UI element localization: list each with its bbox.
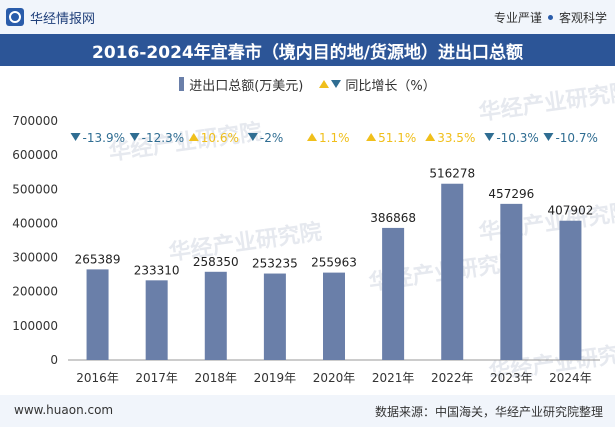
bar-value-label: 253235 — [252, 257, 298, 271]
growth-value-label: 33.5% — [437, 131, 475, 145]
data-source: 数据来源：中国海关，华经产业研究院整理 — [374, 405, 603, 419]
bar-value-label: 255963 — [311, 256, 357, 270]
bar-value-label: 258350 — [193, 255, 239, 269]
x-tick-label: 2023年 — [490, 371, 533, 385]
bar[interactable] — [86, 269, 109, 360]
bar[interactable] — [263, 273, 286, 360]
logo-icon — [6, 8, 24, 26]
chart-legend: 进出口总额(万美元) 同比增长（%） — [0, 72, 615, 96]
bar-value-label: 516278 — [429, 167, 475, 181]
bar-value-label: 407902 — [548, 204, 594, 218]
growth-value-label: 1.1% — [319, 131, 350, 145]
tag-objective: 客观科学 — [558, 11, 607, 25]
x-tick-label: 2019年 — [254, 371, 297, 385]
bar[interactable] — [145, 280, 168, 360]
bar[interactable] — [500, 203, 523, 360]
growth-value-label: -13.9% — [83, 131, 125, 145]
triangle-up-icon — [319, 80, 330, 88]
legend-bar-label: 进出口总额(万美元) — [189, 78, 304, 94]
legend-item-growth[interactable]: 同比增长（%） — [319, 75, 436, 94]
y-tick-label: 200000 — [12, 285, 58, 299]
x-tick-label: 2016年 — [76, 371, 119, 385]
bar-value-label: 265389 — [75, 252, 121, 266]
bar[interactable] — [559, 220, 582, 360]
footer-bar: www.huaon.com 数据来源：中国海关，华经产业研究院整理 — [0, 395, 615, 427]
bar[interactable] — [441, 183, 464, 360]
chart-title: 2016-2024年宜春市（境内目的地/货源地）进出口总额 — [92, 42, 523, 63]
y-tick-label: 600000 — [12, 148, 58, 162]
bar-value-label: 457296 — [488, 187, 534, 201]
tag-professional: 专业严谨 — [493, 11, 542, 25]
triangle-up-icon — [366, 133, 377, 141]
watermark-text: 华经产业研究院 — [477, 79, 615, 126]
triangle-up-icon — [188, 133, 199, 141]
brand-name: 华经情报网 — [30, 11, 96, 27]
chart-plot: 华经产业研究院华经产业研究院华经产业研究院华经产业研究院华经产业研究院华经产业研… — [12, 79, 615, 386]
dot-separator-icon — [547, 15, 553, 20]
x-tick-label: 2022年 — [431, 371, 474, 385]
growth-value-label: 10.6% — [201, 131, 239, 145]
x-tick-label: 2018年 — [195, 371, 238, 385]
bar-value-label: 386868 — [370, 211, 416, 225]
watermark-text: 华经产业研究院 — [167, 219, 323, 266]
y-tick-label: 0 — [50, 353, 58, 367]
x-tick-label: 2017年 — [135, 371, 178, 385]
y-tick-label: 300000 — [12, 251, 58, 265]
bar-value-label: 233310 — [134, 263, 180, 277]
triangle-up-icon — [307, 133, 317, 141]
bar[interactable] — [382, 227, 405, 360]
title-bar: 2016-2024年宜春市（境内目的地/货源地）进出口总额 — [0, 34, 615, 66]
triangle-down-icon — [543, 133, 554, 141]
bar[interactable] — [323, 272, 345, 360]
triangle-down-icon — [70, 133, 81, 141]
brand[interactable]: 华经情报网 — [6, 7, 95, 27]
y-tick-label: 500000 — [12, 182, 58, 196]
triangle-down-icon — [484, 133, 495, 141]
triangle-down-icon — [129, 133, 140, 141]
watermark-text: 华经产业研究院 — [107, 119, 263, 166]
triangle-down-icon — [247, 133, 258, 141]
triangle-up-icon — [425, 133, 436, 141]
x-tick-label: 2024年 — [549, 371, 592, 385]
header-bar: 华经情报网 专业严谨 客观科学 — [0, 0, 615, 34]
x-tick-label: 2020年 — [313, 371, 356, 385]
x-tick-label: 2021年 — [372, 371, 415, 385]
y-tick-label: 700000 — [12, 114, 58, 128]
growth-value-label: -10.3% — [496, 131, 538, 145]
triangle-down-icon — [331, 80, 342, 88]
growth-value-label: -2% — [260, 131, 283, 145]
x-axis: 2016年 2017年 2018年 2019年 2020年 2021年 2022年 2023年… — [76, 371, 591, 385]
bar-swatch-icon — [179, 77, 185, 91]
growth-value-label: -10.7% — [555, 131, 597, 145]
legend-item-bar[interactable]: 进出口总额(万美元) — [179, 75, 303, 94]
website-link[interactable]: www.huaon.com — [14, 403, 114, 417]
bars: 265389 233310 258350 253235 255963 386868 5162… — [75, 167, 594, 360]
watermark-layer: 华经产业研究院华经产业研究院华经产业研究院华经产业研究院华经产业研究院华经产业研… — [107, 79, 615, 386]
bar[interactable] — [204, 271, 227, 360]
y-tick-label: 100000 — [12, 319, 58, 333]
growth-value-label: 51.1% — [378, 131, 416, 145]
growth-labels: -13.9% -12.3% 10.6% -2% 1.1% 51.1% 33.5% -10.3%… — [70, 131, 598, 145]
header-tags: 专业严谨 客观科学 — [494, 9, 607, 26]
growth-value-label: -12.3% — [142, 131, 184, 145]
watermark-text: 华经产业研究院 — [477, 199, 615, 246]
legend-growth-label: 同比增长（%） — [345, 78, 436, 94]
y-tick-label: 400000 — [12, 216, 58, 230]
